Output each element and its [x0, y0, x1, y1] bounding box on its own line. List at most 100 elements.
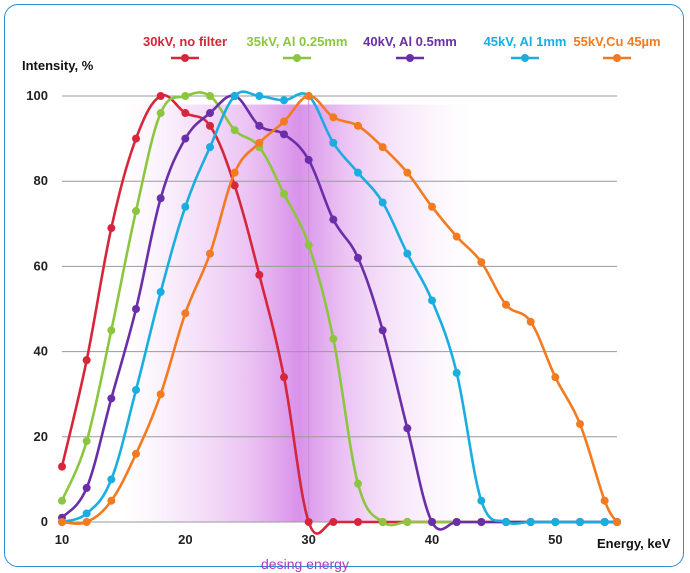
data-point: [600, 518, 609, 526]
data-point: [132, 207, 140, 216]
data-point: [452, 518, 461, 526]
data-point: [354, 518, 362, 526]
y-tick-label: 40: [34, 344, 48, 359]
data-point: [156, 194, 165, 203]
legend-label: 40kV, Al 0.5mm: [363, 34, 457, 49]
data-point: [132, 449, 140, 458]
data-point: [230, 126, 239, 135]
data-point: [255, 138, 264, 147]
data-point: [255, 270, 264, 279]
data-point: [403, 168, 412, 177]
data-point: [107, 224, 116, 233]
x-tick-label: 10: [55, 532, 69, 547]
data-point: [280, 189, 288, 198]
legend: 30kV, no filter 35kV, Al 0.25mm 40kV, Al 0…: [143, 34, 661, 62]
legend-marker: [406, 54, 414, 62]
data-point: [58, 496, 66, 505]
data-point: [526, 518, 535, 526]
data-point: [551, 518, 560, 526]
data-point: [428, 296, 436, 305]
data-point: [206, 121, 214, 130]
data-point: [304, 92, 313, 100]
design-energy-band: [125, 96, 472, 523]
data-point: [378, 326, 387, 335]
data-point: [206, 109, 214, 118]
data-point: [181, 309, 190, 318]
data-point: [156, 390, 165, 399]
data-point: [107, 475, 116, 484]
design-energy-label: desing energy: [261, 556, 349, 572]
data-point: [378, 143, 387, 152]
series-lines: [58, 90, 621, 535]
data-point: [613, 518, 621, 526]
data-point: [378, 198, 387, 207]
data-point: [452, 232, 461, 241]
data-point: [304, 155, 313, 164]
data-point: [58, 462, 66, 471]
data-point: [255, 92, 264, 100]
y-axis-title: Intensity, %: [22, 58, 94, 73]
y-tick-labels: 0 20 40 60 80 100: [26, 88, 48, 529]
legend-marker: [181, 54, 189, 62]
series-3: [58, 90, 621, 526]
y-tick-label: 0: [41, 514, 48, 529]
y-tick-label: 20: [34, 429, 48, 444]
data-point: [82, 509, 91, 518]
data-point: [82, 483, 91, 492]
data-point: [452, 368, 461, 377]
data-point: [156, 92, 165, 100]
data-point: [600, 496, 609, 505]
x-tick-label: 20: [178, 532, 192, 547]
data-point: [477, 518, 486, 526]
data-point: [354, 121, 362, 130]
data-point: [329, 334, 338, 343]
data-point: [206, 249, 214, 258]
x-tick-label: 50: [548, 532, 562, 547]
data-point: [354, 168, 362, 177]
legend-marker: [613, 54, 621, 62]
series-4: [58, 92, 621, 526]
data-point: [181, 109, 190, 118]
x-tick-labels: 10 20 30 40 50: [55, 532, 563, 547]
data-point: [181, 134, 190, 143]
data-point: [181, 92, 190, 100]
data-point: [477, 258, 486, 267]
data-point: [354, 479, 362, 488]
legend-marker: [293, 54, 301, 62]
data-point: [255, 121, 264, 130]
data-point: [403, 249, 412, 258]
data-point: [329, 215, 338, 224]
legend-label: 35kV, Al 0.25mm: [247, 34, 348, 49]
y-tick-label: 80: [34, 173, 48, 188]
data-point: [107, 394, 116, 403]
data-point: [107, 496, 116, 505]
data-point: [526, 317, 535, 326]
data-point: [280, 117, 288, 126]
y-tick-label: 100: [26, 88, 48, 103]
x-tick-label: 30: [301, 532, 315, 547]
data-point: [132, 134, 140, 143]
data-point: [329, 518, 338, 526]
data-point: [206, 92, 214, 100]
data-point: [230, 181, 239, 190]
data-point: [156, 287, 165, 296]
data-point: [82, 437, 91, 446]
data-point: [329, 113, 338, 122]
legend-label: 30kV, no filter: [143, 34, 227, 49]
band-fill: [125, 104, 472, 523]
data-point: [551, 373, 560, 382]
data-point: [428, 518, 436, 526]
data-point: [132, 305, 140, 313]
data-point: [58, 518, 66, 526]
legend-label: 55kV,Cu 45µm: [573, 34, 660, 49]
data-point: [403, 424, 412, 433]
data-point: [280, 130, 288, 139]
data-point: [230, 92, 239, 100]
data-point: [280, 96, 288, 105]
data-point: [181, 202, 190, 211]
data-point: [82, 518, 91, 526]
data-point: [107, 326, 116, 335]
data-point: [329, 138, 338, 147]
data-point: [378, 518, 387, 526]
